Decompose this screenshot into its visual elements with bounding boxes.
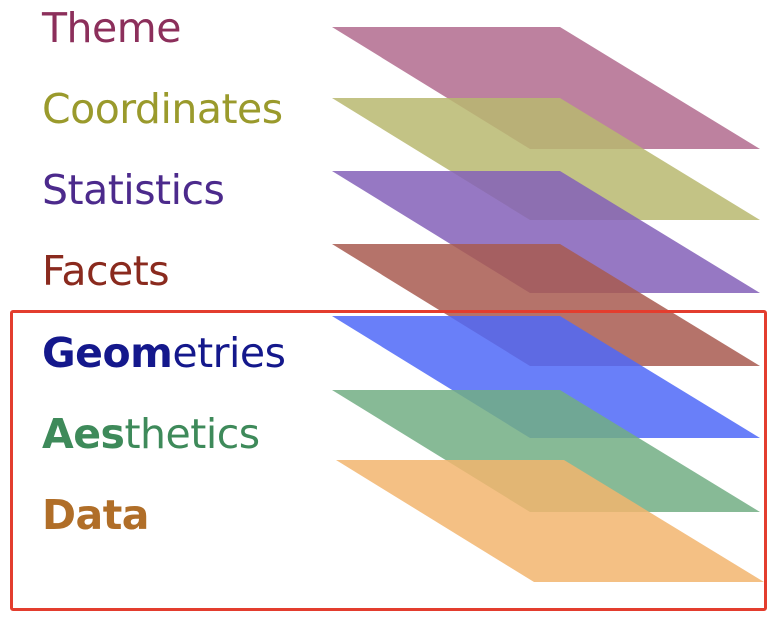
statistics-layer-plane — [332, 171, 760, 293]
aesthetics-label: Aesthetics — [42, 414, 260, 455]
geometries-label-bold: Geom — [42, 329, 173, 377]
data-label: Data — [42, 495, 149, 536]
aesthetics-label-bold: Aes — [42, 410, 125, 458]
data-layer-plane — [336, 460, 764, 582]
aesthetics-layer-plane — [332, 390, 760, 512]
coordinates-label: Coordinates — [42, 89, 283, 130]
facets-label-text: Facets — [42, 247, 170, 295]
statistics-label: Statistics — [42, 170, 225, 211]
coordinates-layer-plane — [332, 98, 760, 220]
data-label-bold: Data — [42, 491, 149, 539]
theme-label-text: Theme — [42, 4, 181, 52]
facets-layer-plane — [332, 244, 760, 366]
geometries-label: Geometries — [42, 333, 286, 374]
aesthetics-label-text: thetics — [124, 410, 260, 458]
theme-label: Theme — [42, 8, 181, 49]
theme-layer-plane — [332, 27, 760, 149]
statistics-label-text: Statistics — [42, 166, 225, 214]
coordinates-label-text: Coordinates — [42, 85, 283, 133]
highlight-frame — [10, 310, 767, 611]
geometries-layer-plane — [332, 316, 760, 438]
geometries-label-text: etries — [172, 329, 286, 377]
facets-label: Facets — [42, 251, 170, 292]
